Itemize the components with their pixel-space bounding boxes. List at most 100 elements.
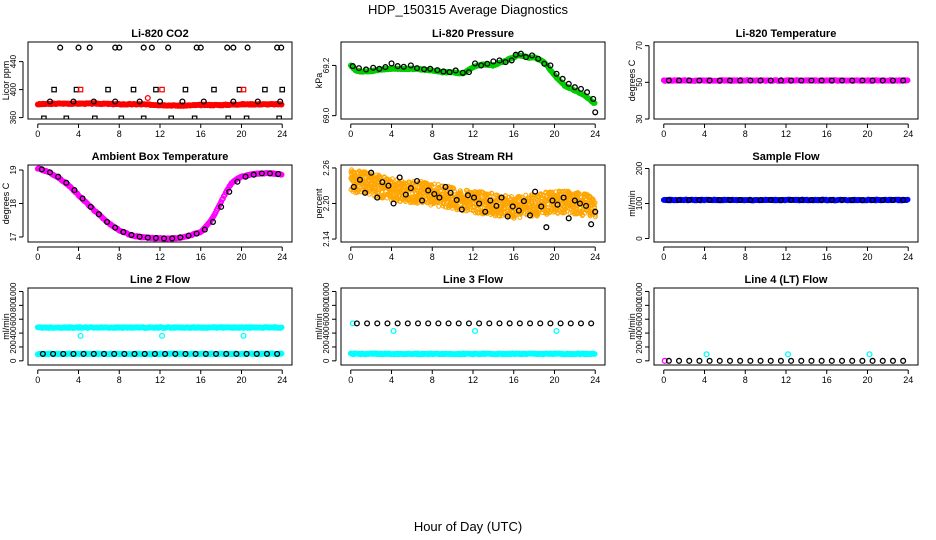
data-point	[431, 190, 438, 198]
x-tick-label: 20	[236, 129, 246, 139]
data-point	[665, 196, 672, 204]
series-black	[665, 196, 907, 204]
data-point	[737, 357, 744, 364]
data-point	[576, 200, 583, 207]
y-tick-label: 50	[635, 77, 644, 86]
data-point	[465, 320, 472, 327]
data-point	[553, 70, 560, 77]
data-point	[427, 65, 434, 72]
data-point	[490, 58, 497, 65]
data-point	[105, 86, 111, 93]
data-point	[130, 86, 137, 93]
y-tick-label: 19	[9, 165, 18, 174]
data-point	[567, 320, 574, 327]
data-point	[120, 228, 127, 236]
series-black	[349, 50, 599, 116]
data-point	[218, 203, 225, 210]
data-point	[350, 183, 357, 190]
data-point	[661, 357, 668, 364]
data-point	[277, 98, 284, 105]
data-point	[818, 77, 825, 84]
data-point	[153, 86, 159, 93]
series-layer	[347, 50, 599, 116]
data-point	[111, 350, 118, 357]
x-tick-label: 16	[509, 375, 519, 385]
series-cal-460	[57, 44, 285, 51]
data-point	[696, 357, 703, 364]
x-tick-label: 16	[822, 375, 832, 385]
data-point	[87, 203, 94, 210]
data-point	[274, 44, 281, 51]
chart-panel-ambient: Ambient Box Temperature degrees C 0 4 8 12 16 2…	[1, 151, 293, 262]
data-point	[808, 196, 815, 204]
data-point	[413, 177, 421, 185]
x-tick-label: 8	[743, 129, 748, 139]
plot-frame	[340, 41, 606, 120]
data-point	[526, 320, 534, 327]
data-point	[436, 203, 442, 209]
plot-frame	[27, 164, 293, 243]
data-point	[798, 196, 805, 204]
data-point	[696, 196, 703, 204]
x-tick-label: 4	[702, 375, 707, 385]
data-point	[116, 44, 123, 51]
data-point	[152, 234, 159, 242]
x-tick-label: 16	[196, 252, 206, 262]
data-point	[374, 194, 381, 201]
data-point	[788, 196, 795, 204]
data-point	[224, 44, 231, 51]
series-black	[665, 77, 907, 84]
data-point	[100, 350, 108, 357]
data-point	[90, 350, 97, 357]
series-cyan-cal	[77, 332, 247, 339]
chart-title: Li-820 Temperature	[736, 28, 837, 40]
x-tick-label: 0	[348, 252, 353, 262]
chart-title: Line 3 Flow	[443, 274, 503, 286]
figure-xlabel: Hour of Day (UTC)	[414, 519, 522, 534]
x-tick-label: 20	[549, 375, 559, 385]
x-tick-label: 0	[661, 375, 666, 385]
data-point	[453, 196, 460, 203]
x-tick-label: 12	[155, 129, 165, 139]
data-point	[140, 115, 147, 119]
data-point	[869, 196, 876, 204]
data-point	[355, 65, 362, 72]
data-point	[747, 77, 754, 84]
data-point	[583, 202, 590, 209]
series-layer	[347, 320, 598, 358]
series-layer	[660, 196, 911, 204]
data-point	[266, 170, 274, 177]
data-point	[162, 350, 169, 357]
data-point	[411, 179, 417, 184]
data-point	[676, 357, 683, 364]
data-point	[482, 208, 489, 215]
series-black	[665, 357, 907, 364]
data-point	[349, 174, 355, 180]
data-point	[112, 224, 119, 231]
x-tick-label: 12	[781, 129, 791, 139]
data-point	[452, 67, 459, 74]
y-tick-label: 0	[322, 358, 331, 363]
data-point	[41, 115, 47, 119]
data-point	[838, 357, 846, 364]
data-point	[230, 98, 237, 105]
data-point	[63, 115, 70, 119]
data-point	[396, 174, 403, 181]
y-tick-label: 600	[9, 312, 18, 326]
x-tick-label: 16	[509, 129, 519, 139]
data-point	[278, 171, 285, 178]
data-point	[866, 351, 873, 358]
data-point	[788, 357, 795, 364]
data-point	[665, 77, 672, 84]
data-point	[559, 75, 566, 82]
series-layer	[34, 324, 285, 358]
data-point	[489, 191, 495, 196]
data-point	[478, 62, 485, 69]
series-black	[38, 166, 282, 242]
y-tick-label: 200	[635, 340, 644, 354]
data-point	[258, 170, 265, 177]
y-tick-label: 200	[322, 340, 331, 354]
data-point	[57, 44, 64, 51]
data-point	[71, 187, 78, 194]
data-point	[141, 350, 148, 357]
